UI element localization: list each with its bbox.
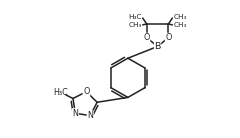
- Text: N: N: [87, 111, 93, 120]
- Text: O: O: [83, 87, 90, 96]
- Text: H₃C: H₃C: [53, 88, 68, 97]
- Text: H₃C: H₃C: [128, 14, 142, 20]
- Text: CH₃: CH₃: [173, 22, 187, 28]
- Text: CH₃: CH₃: [128, 22, 142, 28]
- Text: N: N: [72, 109, 78, 118]
- Text: B: B: [154, 42, 161, 51]
- Text: O: O: [144, 33, 150, 42]
- Text: B: B: [154, 42, 161, 51]
- Text: O: O: [165, 33, 172, 42]
- Text: CH₃: CH₃: [173, 14, 187, 20]
